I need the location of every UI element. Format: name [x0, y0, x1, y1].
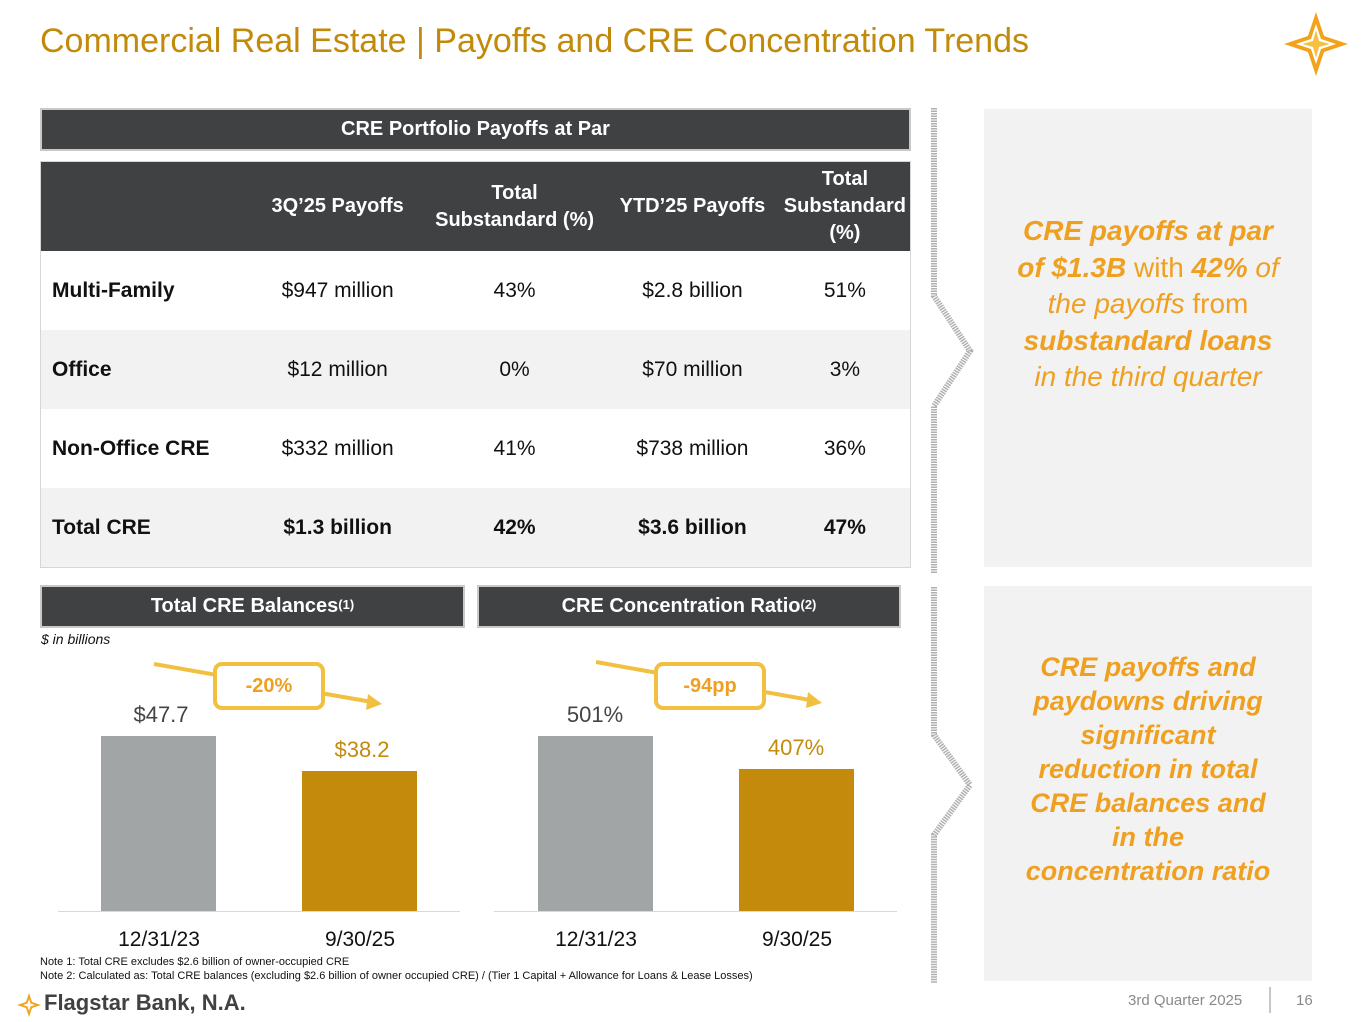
bar-12-31-23 [538, 735, 653, 911]
callout-panel-payoffs: CRE payoffs at par of $1.3B with 42% of … [984, 109, 1312, 567]
bar-9-30-25 [739, 768, 854, 911]
table-row: Office $12 million 0% $70 million 3% [40, 330, 911, 409]
callout-emphasis: CRE payoffs at par of $1.3B [1017, 215, 1273, 283]
table-row: Multi-Family $947 million 43% $2.8 billi… [41, 251, 911, 330]
table-cell: $70 million [605, 330, 780, 409]
bar-value-label: $38.2 [334, 736, 390, 762]
bar-value-label: 407% [767, 734, 825, 760]
row-label: Total CRE [40, 488, 252, 568]
chevron-divider-icon [931, 108, 974, 574]
ratio-chart-header: CRE Concentration Ratio (2) [477, 585, 901, 628]
column-header: Total Substandard (%) [424, 161, 606, 251]
change-badge: -94pp [654, 662, 766, 710]
column-header [40, 161, 252, 251]
table-cell: $332 million [281, 436, 394, 460]
balances-chart-title: Total CRE Balances [150, 595, 339, 617]
footer-divider [1269, 987, 1271, 1013]
star-logo-icon [1284, 12, 1348, 76]
table-cell: 47% [779, 488, 911, 568]
footnote-ref: (1) [338, 597, 355, 612]
table-cell: 41% [493, 436, 536, 460]
x-axis-line [58, 911, 460, 912]
units-label: $ in billions [41, 631, 111, 647]
bar-9-30-25 [302, 770, 417, 911]
table-row: Non-Office CRE $332 million 41% $738 mil… [41, 409, 911, 488]
callout-emphasis: substandard loans [1023, 324, 1273, 356]
row-label: Non-Office CRE [52, 436, 210, 460]
table-cell: $2.8 billion [642, 278, 743, 302]
callout-payoffs-text: CRE payoffs at par of $1.3B with 42% of … [1014, 213, 1282, 396]
balances-chart-header: Total CRE Balances (1) [40, 585, 465, 628]
bar-value-label: 501% [566, 701, 624, 727]
table-cell: $3.6 billion [605, 488, 780, 568]
page-number: 16 [1296, 992, 1313, 1009]
table-cell: 0% [424, 330, 606, 409]
footnote-1: Note 1: Total CRE excludes $2.6 billion … [40, 956, 350, 968]
x-axis-line [494, 911, 897, 912]
table-row: Total CRE $1.3 billion 42% $3.6 billion … [40, 488, 911, 568]
callout-panel-concentration: CRE payoffs and paydowns driving signifi… [984, 586, 1312, 981]
callout-text: with [1126, 251, 1192, 283]
x-tick-label: 9/30/25 [324, 928, 396, 951]
x-tick-label: 12/31/23 [555, 928, 637, 951]
table-cell: 3% [779, 330, 911, 409]
table-cell: $738 million [636, 436, 749, 460]
bar-value-label: $47.7 [133, 702, 189, 728]
bar-12-31-23 [101, 736, 216, 911]
footnote-2: Note 2: Calculated as: Total CRE balance… [40, 970, 753, 982]
column-header: YTD’25 Payoffs [605, 161, 780, 251]
row-label: Multi-Family [52, 278, 175, 302]
row-label: Office [40, 330, 252, 409]
chevron-divider-icon [931, 587, 974, 983]
payoffs-table: 3Q’25 Payoffs Total Substandard (%) YTD’… [40, 161, 911, 568]
callout-text: of the payoffs [1047, 251, 1279, 320]
callout-emphasis: 42% [1191, 251, 1248, 283]
payoffs-table-header: CRE Portfolio Payoffs at Par [40, 108, 911, 151]
footnote-ref: (2) [800, 597, 817, 612]
table-cell: 51% [823, 278, 866, 302]
table-cell: 36% [823, 436, 866, 460]
brand-name: Flagstar Bank, N.A. [44, 990, 246, 1015]
table-cell: $12 million [251, 330, 425, 409]
star-logo-icon [17, 993, 41, 1017]
change-badge: -20% [213, 662, 325, 710]
table-cell: $1.3 billion [251, 488, 425, 568]
column-header: 3Q’25 Payoffs [251, 161, 425, 251]
callout-concentration-text: CRE payoffs and paydowns driving signifi… [1025, 652, 1271, 886]
callout-text: from [1184, 288, 1249, 319]
page-title: Commercial Real Estate | Payoffs and CRE… [40, 22, 1029, 60]
table-cell: 43% [493, 278, 536, 302]
column-header: Total Substandard (%) [779, 161, 911, 251]
x-tick-label: 9/30/25 [761, 928, 833, 951]
callout-text: in the third quarter [1034, 361, 1262, 392]
x-tick-label: 12/31/23 [118, 928, 200, 951]
ratio-chart-title: CRE Concentration Ratio [561, 595, 801, 617]
table-cell: $947 million [281, 278, 394, 302]
table-cell: 42% [424, 488, 606, 568]
footer-period: 3rd Quarter 2025 [1128, 992, 1243, 1009]
